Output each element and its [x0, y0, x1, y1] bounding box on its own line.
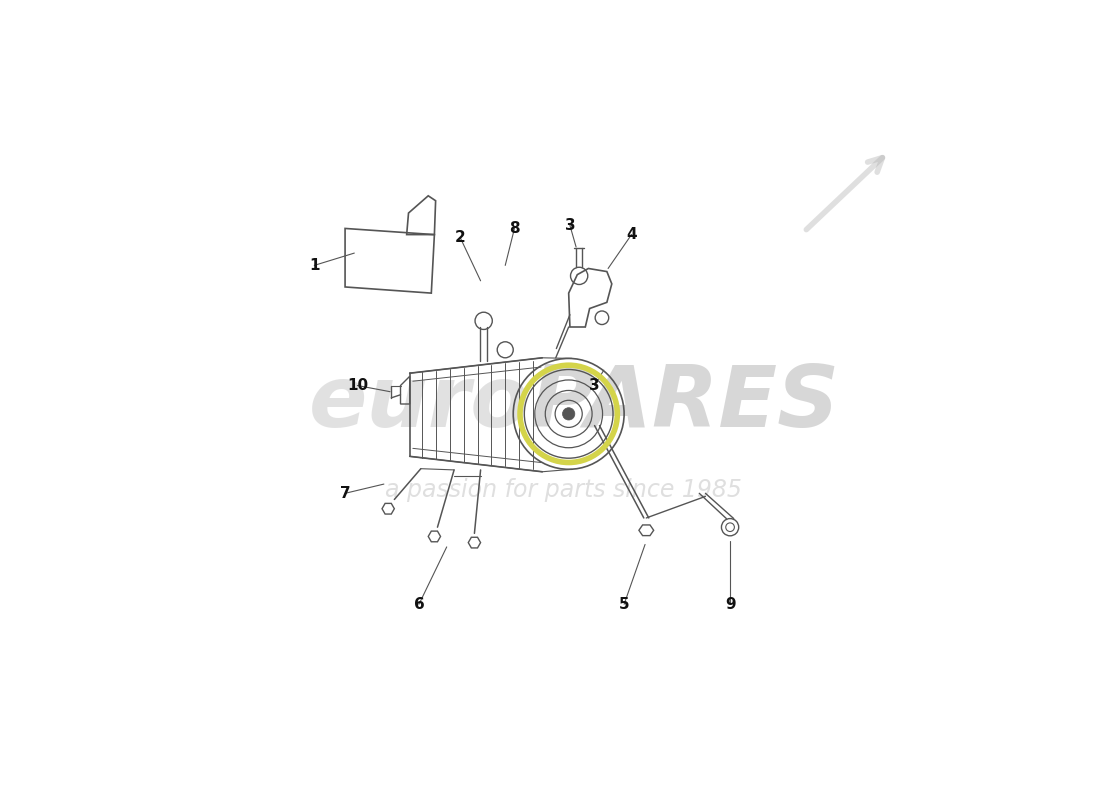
Text: 3: 3	[564, 218, 575, 233]
Text: 8: 8	[509, 221, 520, 236]
Text: 3: 3	[590, 378, 600, 393]
Text: 6: 6	[414, 597, 425, 612]
Text: euro: euro	[308, 362, 530, 446]
Text: 5: 5	[619, 597, 629, 612]
Circle shape	[562, 408, 575, 420]
Text: a passion for parts since 1985: a passion for parts since 1985	[385, 478, 742, 502]
Text: 1: 1	[309, 258, 319, 273]
Text: 9: 9	[725, 597, 736, 612]
Text: 10: 10	[346, 378, 368, 393]
Text: PARES: PARES	[530, 362, 839, 446]
Text: 2: 2	[455, 230, 465, 245]
Text: 4: 4	[626, 227, 637, 242]
Text: 7: 7	[340, 486, 351, 501]
